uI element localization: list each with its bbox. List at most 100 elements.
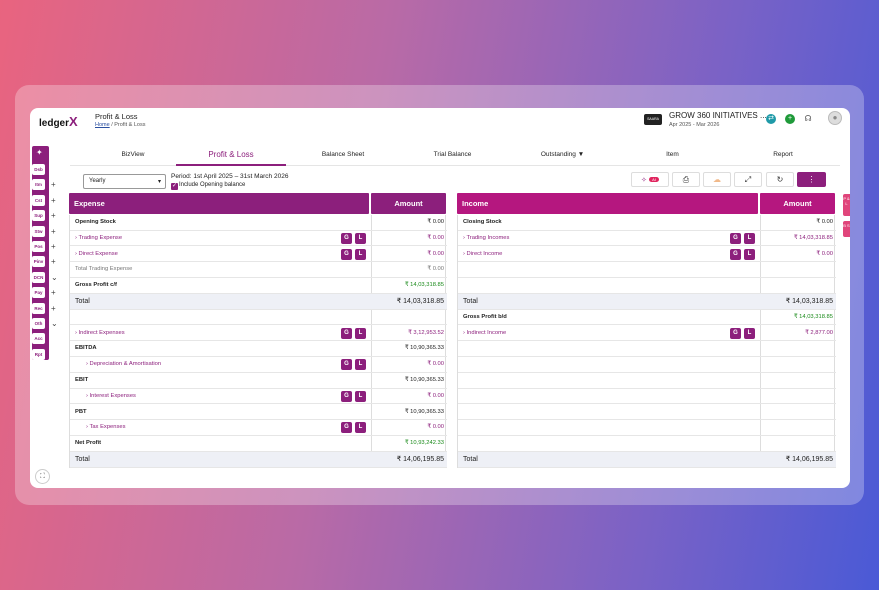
group-button[interactable]: G (730, 248, 741, 260)
side-tab-pl[interactable]: P & L (843, 194, 850, 216)
headset-icon[interactable]: ☊ (804, 114, 812, 123)
ledger-button[interactable]: L (355, 327, 366, 339)
ledger-button[interactable]: L (744, 327, 755, 339)
period-select[interactable]: Yearly ▾ (83, 174, 166, 189)
tab-report[interactable]: Report (773, 151, 793, 158)
group-button[interactable]: G (341, 248, 352, 260)
income-row-total: Total ₹ 14,06,195.85 (458, 452, 836, 468)
expense-row-label[interactable]: › Direct Expense (75, 247, 118, 262)
fullscreen-button[interactable]: ⛶ (35, 469, 50, 484)
sidebar-item-pinv[interactable]: Pinv (32, 256, 45, 268)
group-button[interactable]: G (341, 390, 352, 402)
expense-row-indirect-expenses[interactable]: › Indirect Expenses G L ₹ 3,12,953.52 (70, 326, 447, 342)
ledger-button[interactable]: L (355, 359, 366, 371)
expense-row-label[interactable]: › Tax Expenses (86, 420, 126, 435)
pin-icon[interactable]: ✦ (36, 148, 43, 157)
income-row-label[interactable]: › Trading Incomes (463, 231, 509, 246)
expand-button[interactable]: ⤢ (734, 172, 762, 187)
cloud-upload-button[interactable]: ☁ (703, 172, 731, 187)
add-icon[interactable]: + (785, 114, 795, 124)
sidebar-item-itm[interactable]: Itm (32, 179, 45, 191)
expense-row-label[interactable]: › Depreciation & Amortisation (86, 357, 161, 372)
group-button[interactable]: G (341, 422, 352, 434)
chevron-down-icon[interactable]: ⌄ (51, 319, 58, 328)
income-row-indirect-income[interactable]: › Indirect Income G L ₹ 2,877.00 (458, 326, 836, 342)
expense-row-label[interactable]: › Interest Expenses (86, 389, 136, 404)
group-button[interactable]: G (341, 327, 352, 339)
chevron-right-icon[interactable]: › (463, 234, 467, 241)
ledger-button[interactable]: L (355, 248, 366, 260)
tab-item[interactable]: Item (666, 151, 679, 158)
add-pinv-icon[interactable]: + (51, 257, 56, 267)
sidebar-item-rpt[interactable]: Rpt (32, 348, 45, 360)
tab-trial-balance[interactable]: Trial Balance (433, 151, 472, 158)
more-menu-button[interactable]: ⋮ (797, 172, 826, 187)
sidebar-item-dcn[interactable]: DCN (32, 271, 45, 283)
sidebar-item-rec[interactable]: Rec (32, 302, 45, 314)
sidebar-item-pos[interactable]: Pos (32, 241, 45, 252)
tab-profit-loss[interactable]: Profit & Loss (208, 150, 254, 159)
income-row-label[interactable]: › Direct Income (463, 247, 502, 262)
ai-button[interactable]: ✧ AI (631, 172, 669, 187)
expense-row-interest-expenses[interactable]: › Interest Expenses G L ₹ 0.00 (70, 389, 447, 405)
print-button[interactable]: ⎙ (672, 172, 700, 187)
add-stw-icon[interactable]: + (51, 226, 56, 236)
chevron-right-icon[interactable]: › (75, 250, 79, 257)
ai-badge: AI (649, 177, 659, 182)
income-row-amount: ₹ 14,03,318.85 (793, 313, 833, 320)
chevron-right-icon[interactable]: › (463, 250, 467, 257)
avatar[interactable]: ● (828, 111, 842, 125)
expense-row-depreciation-amortisation[interactable]: › Depreciation & Amortisation G L ₹ 0.00 (70, 357, 447, 373)
group-button[interactable]: G (341, 232, 352, 244)
breadcrumb-home-link[interactable]: Home (95, 122, 110, 128)
chevron-right-icon[interactable]: › (75, 329, 79, 336)
sidebar-item-cst[interactable]: Cst (32, 194, 45, 206)
ledger-button[interactable]: L (355, 422, 366, 434)
add-rec-icon[interactable]: + (51, 303, 56, 313)
sidebar-item-dsb[interactable]: Dsb (32, 164, 45, 175)
ledger-button[interactable]: L (744, 248, 755, 260)
income-row-direct-income[interactable]: › Direct Income G L ₹ 0.00 (458, 247, 836, 263)
add-pos-icon[interactable]: + (51, 242, 56, 251)
expense-row-trading-expense[interactable]: › Trading Expense G L ₹ 0.00 (70, 231, 447, 247)
ledger-button[interactable]: L (744, 232, 755, 244)
income-row-label[interactable]: › Indirect Income (463, 326, 506, 341)
chevron-right-icon[interactable]: › (86, 361, 90, 368)
include-opening-checkbox[interactable]: ✓ Include Opening balance (171, 182, 245, 190)
expense-row-direct-expense[interactable]: › Direct Expense G L ₹ 0.00 (70, 247, 447, 263)
expense-row-amount: ₹ 10,90,365.33 (404, 377, 444, 383)
sidebar-item-acc[interactable]: Acc (32, 333, 45, 345)
sidebar-item-sup[interactable]: Sup (32, 210, 45, 222)
chevron-right-icon[interactable]: › (75, 234, 79, 241)
side-tab-bs[interactable]: B S (843, 221, 850, 237)
tab-bizview[interactable]: BizView (121, 151, 145, 158)
refresh-button[interactable]: ↻ (766, 172, 794, 187)
sidebar-item-oth[interactable]: Oth (32, 318, 45, 329)
add-itm-icon[interactable]: + (51, 180, 56, 190)
ledger-button[interactable]: L (355, 390, 366, 402)
chevron-right-icon[interactable]: › (86, 392, 90, 399)
ledgerx-logo[interactable]: ledgerX (39, 114, 78, 129)
add-cst-icon[interactable]: + (51, 195, 56, 205)
expense-row-label-text: Opening Stock (75, 219, 116, 225)
group-button[interactable]: G (730, 232, 741, 244)
sidebar-item-stw[interactable]: Stw (32, 225, 45, 237)
sync-icon[interactable]: ⇄ (766, 114, 776, 124)
chevron-right-icon[interactable]: › (463, 329, 467, 336)
company-name[interactable]: GROW 360 INITIATIVES ... (669, 111, 767, 120)
tab-outstanding[interactable]: Outstanding ▼ (540, 151, 585, 158)
tab-balance-sheet[interactable]: Balance Sheet (321, 151, 365, 158)
income-row-trading-incomes[interactable]: › Trading Incomes G L ₹ 14,03,318.85 (458, 231, 836, 247)
chevron-down-icon[interactable]: ⌄ (51, 272, 58, 282)
chevron-right-icon[interactable]: › (86, 424, 90, 431)
add-sup-icon[interactable]: + (51, 211, 56, 221)
sidebar-item-pay[interactable]: Pay (32, 287, 45, 299)
expense-row-label[interactable]: › Trading Expense (75, 231, 122, 246)
group-button[interactable]: G (341, 359, 352, 371)
ledger-button[interactable]: L (355, 232, 366, 244)
expense-row-label[interactable]: › Indirect Expenses (75, 326, 125, 341)
add-pay-icon[interactable]: + (51, 288, 56, 298)
expense-row-tax-expenses[interactable]: › Tax Expenses G L ₹ 0.00 (70, 420, 447, 437)
checkbox-checked-icon[interactable]: ✓ (171, 183, 178, 190)
group-button[interactable]: G (730, 327, 741, 339)
